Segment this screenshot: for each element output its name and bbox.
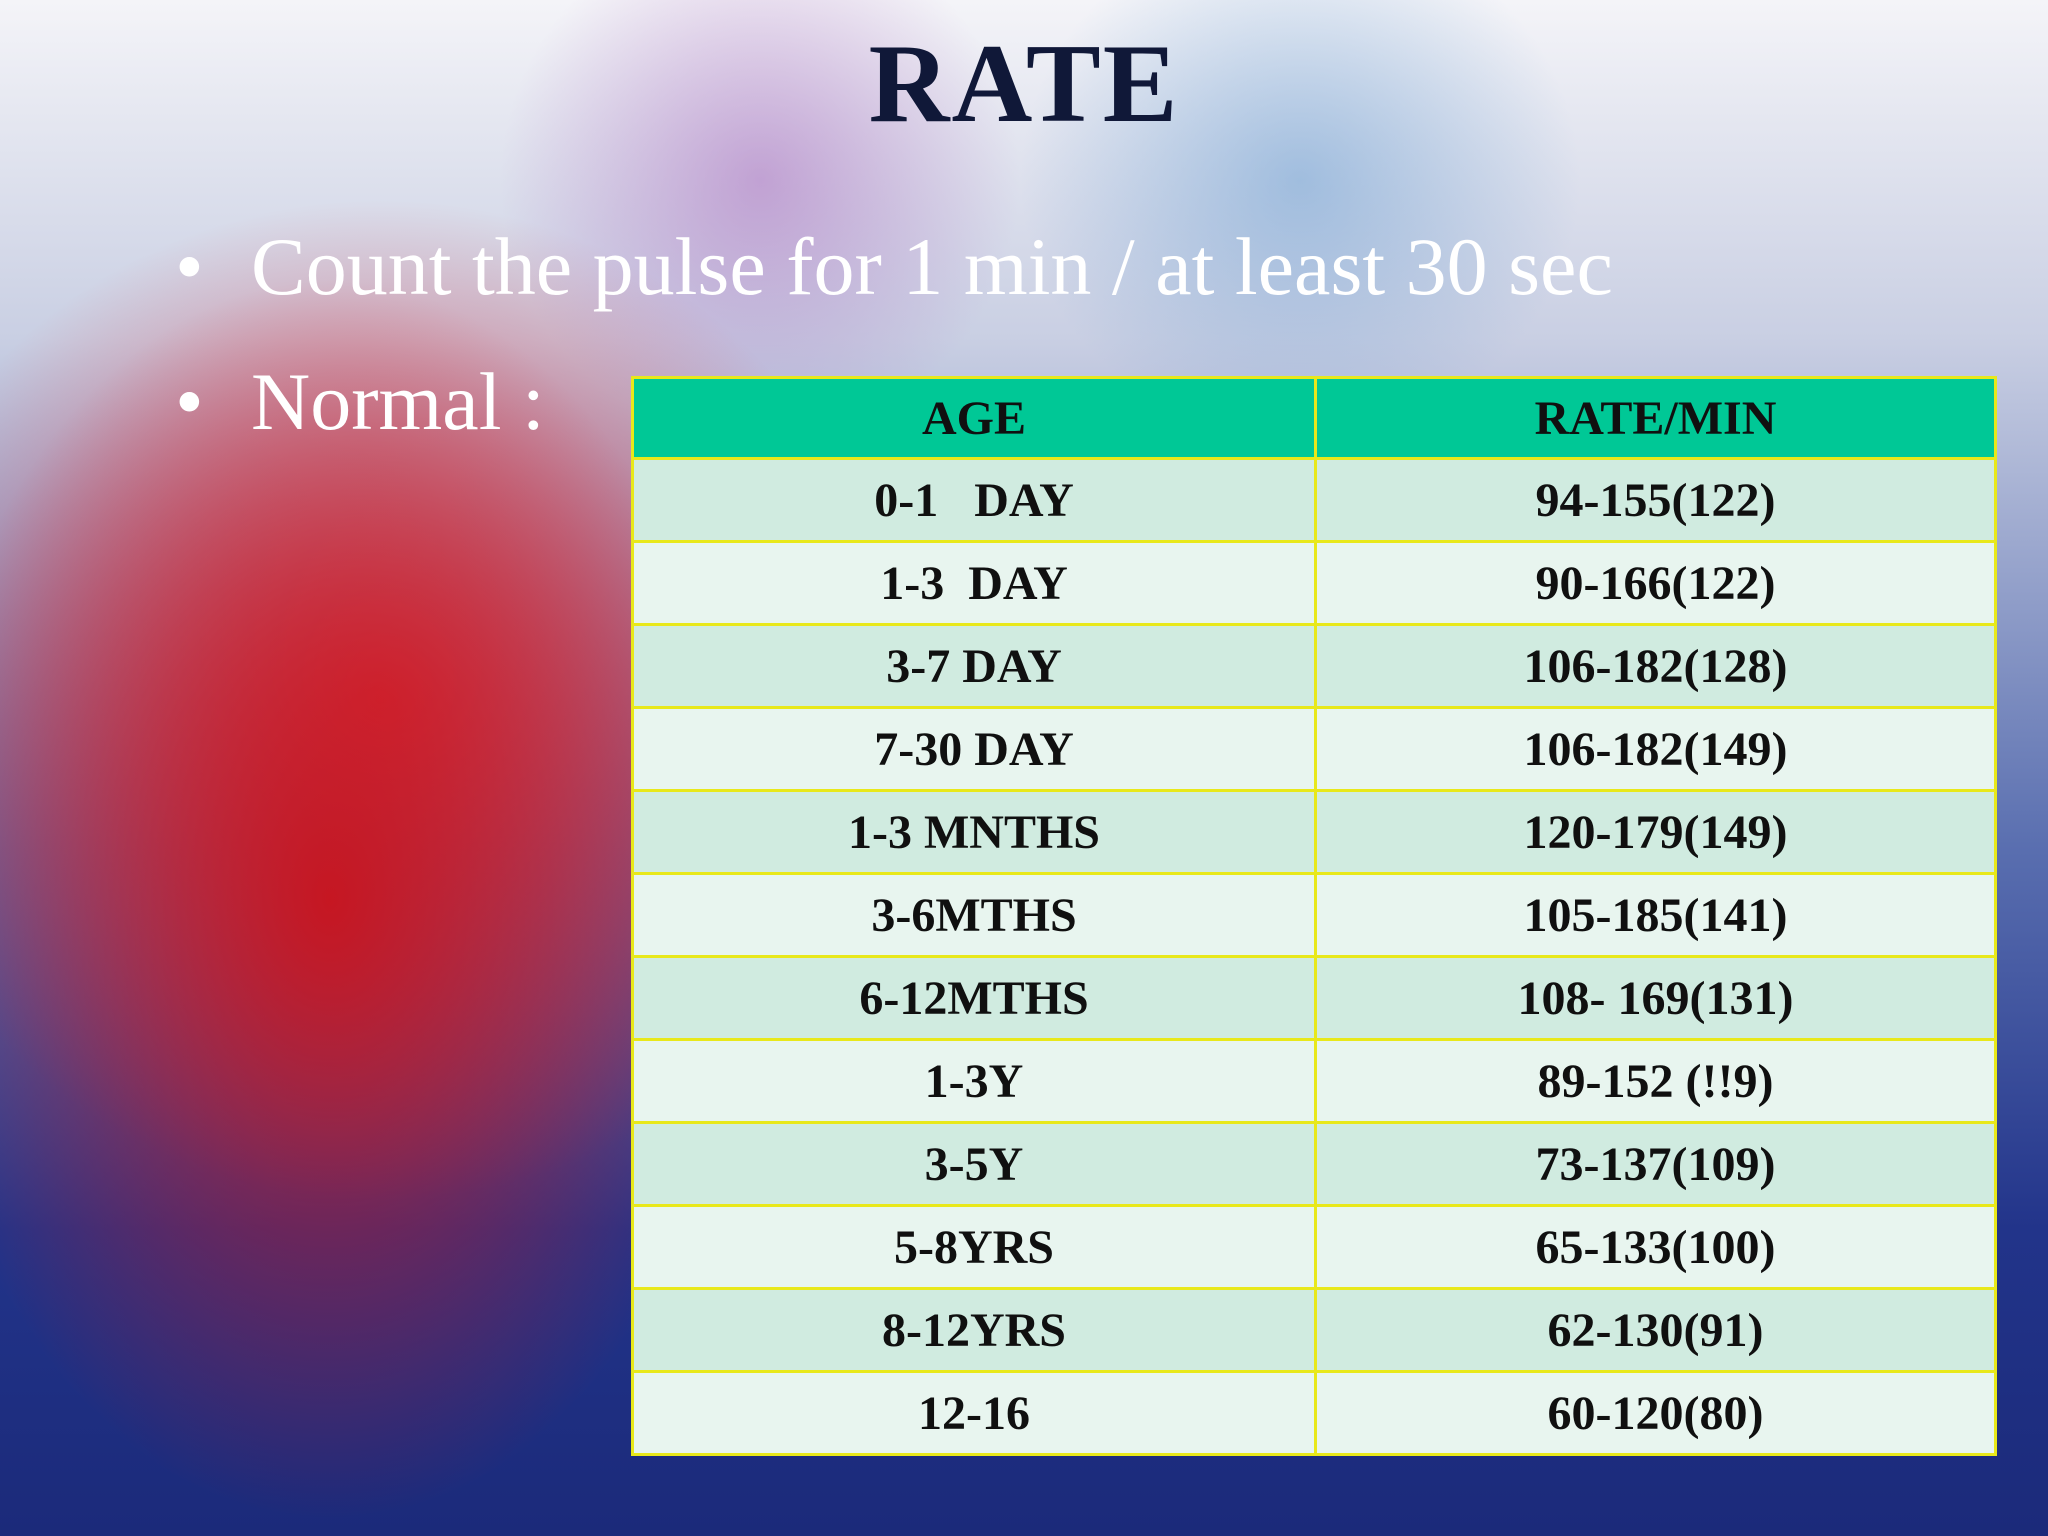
header-cell: AGE (631, 376, 1317, 460)
table-cell: 73-137(109) (1314, 1121, 1997, 1207)
table-cell: 1-3 MNTHS (631, 789, 1317, 875)
header-row: AGE RATE/MIN (631, 376, 1997, 460)
table-row: 6-12MTHS 108- 169(131) (631, 955, 1997, 1041)
table-row: 3-5Y 73-137(109) (631, 1121, 1997, 1207)
table-cell: 120-179(149) (1314, 789, 1997, 875)
table-cell: 94-155(122) (1314, 457, 1997, 543)
bullet: • Count the pulse for 1 min / at least 30… (175, 220, 1613, 314)
table-cell: 62-130(91) (1314, 1287, 1997, 1373)
table-cell: 1-3 DAY (631, 540, 1317, 626)
table-cell: 108- 169(131) (1314, 955, 1997, 1041)
bullet-dot: • (175, 221, 204, 312)
table-cell: 7-30 DAY (631, 706, 1317, 792)
table-row: 0-1 DAY 94-155(122) (631, 457, 1997, 543)
slide-title: RATE (868, 22, 1180, 146)
table-row: 8-12YRS 62-130(91) (631, 1287, 1997, 1373)
table-row: 7-30 DAY 106-182(149) (631, 706, 1997, 792)
table-cell: 3-7 DAY (631, 623, 1317, 709)
table-row: 1-3 DAY 90-166(122) (631, 540, 1997, 626)
table-row: 1-3 MNTHS 120-179(149) (631, 789, 1997, 875)
table-row: 3-6MTHS 105-185(141) (631, 872, 1997, 958)
header-cell: RATE/MIN (1314, 376, 1997, 460)
table-cell: 105-185(141) (1314, 872, 1997, 958)
table-cell: 3-5Y (631, 1121, 1317, 1207)
table-cell: 60-120(80) (1314, 1370, 1997, 1456)
table-row: 5-8YRS 65-133(100) (631, 1204, 1997, 1290)
table-cell: 65-133(100) (1314, 1204, 1997, 1290)
table-row: 3-7 DAY 106-182(128) (631, 623, 1997, 709)
table-row: 12-16 60-120(80) (631, 1370, 1997, 1456)
table-cell: 106-182(149) (1314, 706, 1997, 792)
table-cell: 90-166(122) (1314, 540, 1997, 626)
table-cell: 8-12YRS (631, 1287, 1317, 1373)
table-cell: 3-6MTHS (631, 872, 1317, 958)
table-cell: 106-182(128) (1314, 623, 1997, 709)
table-cell: 6-12MTHS (631, 955, 1317, 1041)
table-row: 1-3Y 89-152 (!!9) (631, 1038, 1997, 1124)
table-cell: 0-1 DAY (631, 457, 1317, 543)
bullet-dot: • (175, 356, 204, 447)
bullet-text: Count the pulse for 1 min / at least 30 … (251, 221, 1613, 312)
table-cell: 89-152 (!!9) (1314, 1038, 1997, 1124)
bullet: • Normal : (175, 355, 545, 449)
rate-table: AGE RATE/MIN 0-1 DAY 94-155(122) 1-3 DAY 90-1… (631, 376, 1997, 1456)
table-cell: 5-8YRS (631, 1204, 1317, 1290)
table-cell: 1-3Y (631, 1038, 1317, 1124)
table-cell: 12-16 (631, 1370, 1317, 1456)
bullet-text: Normal : (251, 356, 545, 447)
